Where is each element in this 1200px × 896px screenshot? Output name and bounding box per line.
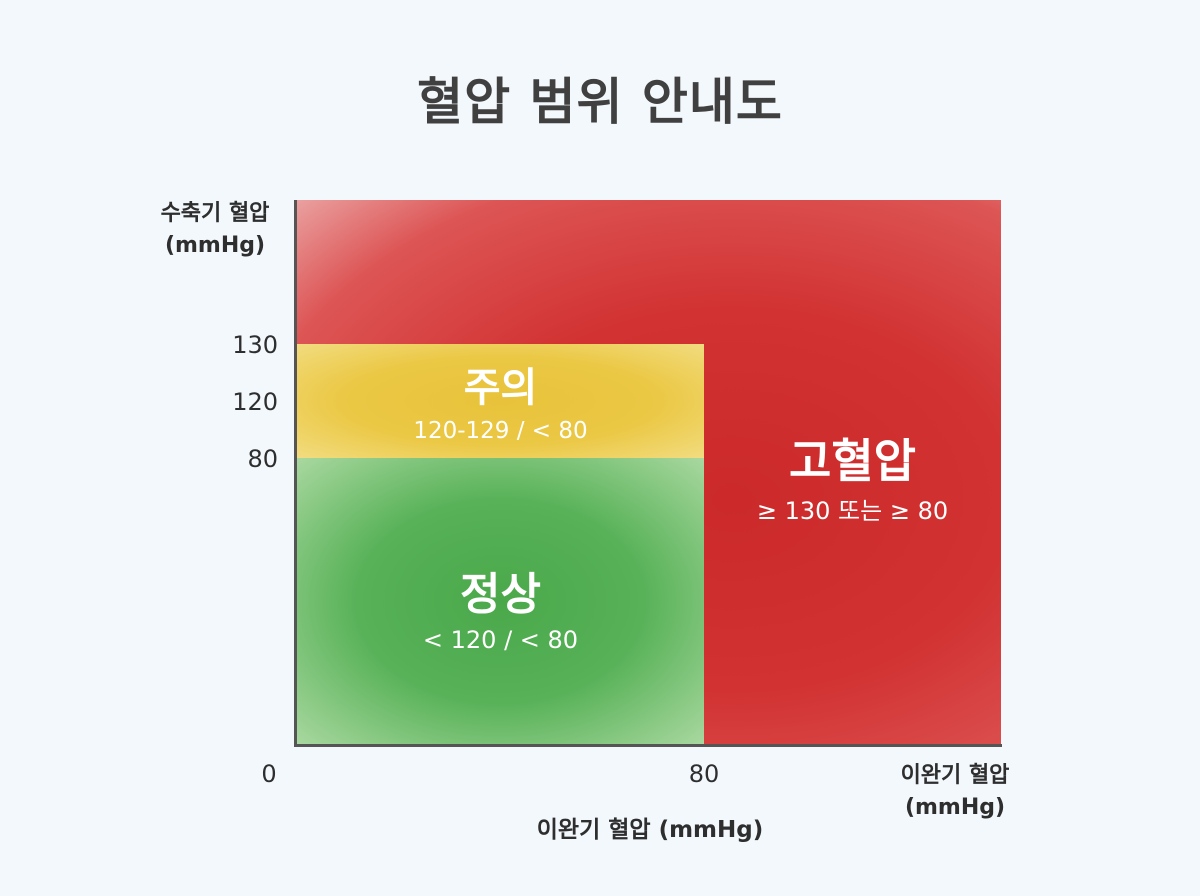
y-axis-label-line-1: 수축기 혈압 [160, 201, 270, 226]
region-caution-range: 120-129 / < 80 [413, 418, 588, 444]
region-caution-label: 주의 [463, 365, 538, 411]
y-tick-80: 80 [247, 445, 278, 473]
y-tick-120: 120 [232, 388, 278, 416]
plot-area [297, 200, 1001, 745]
y-axis-label: 수축기 혈압 (mmHg) [120, 198, 310, 262]
region-normal-label: 정상 [460, 569, 541, 620]
y-tick-130: 130 [232, 331, 278, 359]
chart-title: 혈압 범위 안내도 [417, 73, 783, 131]
x-axis-end-label-line-2: (mmHg) [904, 795, 1006, 820]
region-normal [297, 458, 704, 745]
x-tick-80: 80 [688, 760, 720, 788]
region-high-range: ≥ 130 또는 ≥ 80 [756, 497, 949, 525]
x-axis-line [295, 744, 1002, 747]
x-axis-label: 이완기 혈압 (mmHg) [536, 817, 764, 843]
region-high-label: 고혈압 [789, 434, 916, 488]
y-axis-line [294, 200, 297, 747]
x-axis-end-label-line-1: 이완기 혈압 [900, 763, 1010, 788]
region-normal-range: < 120 / < 80 [422, 626, 579, 654]
region-caution [297, 344, 704, 458]
x-axis-end-label: 이완기 혈압 (mmHg) [870, 760, 1040, 824]
y-axis-label-line-2: (mmHg) [164, 233, 266, 258]
x-tick-0: 0 [261, 760, 277, 788]
